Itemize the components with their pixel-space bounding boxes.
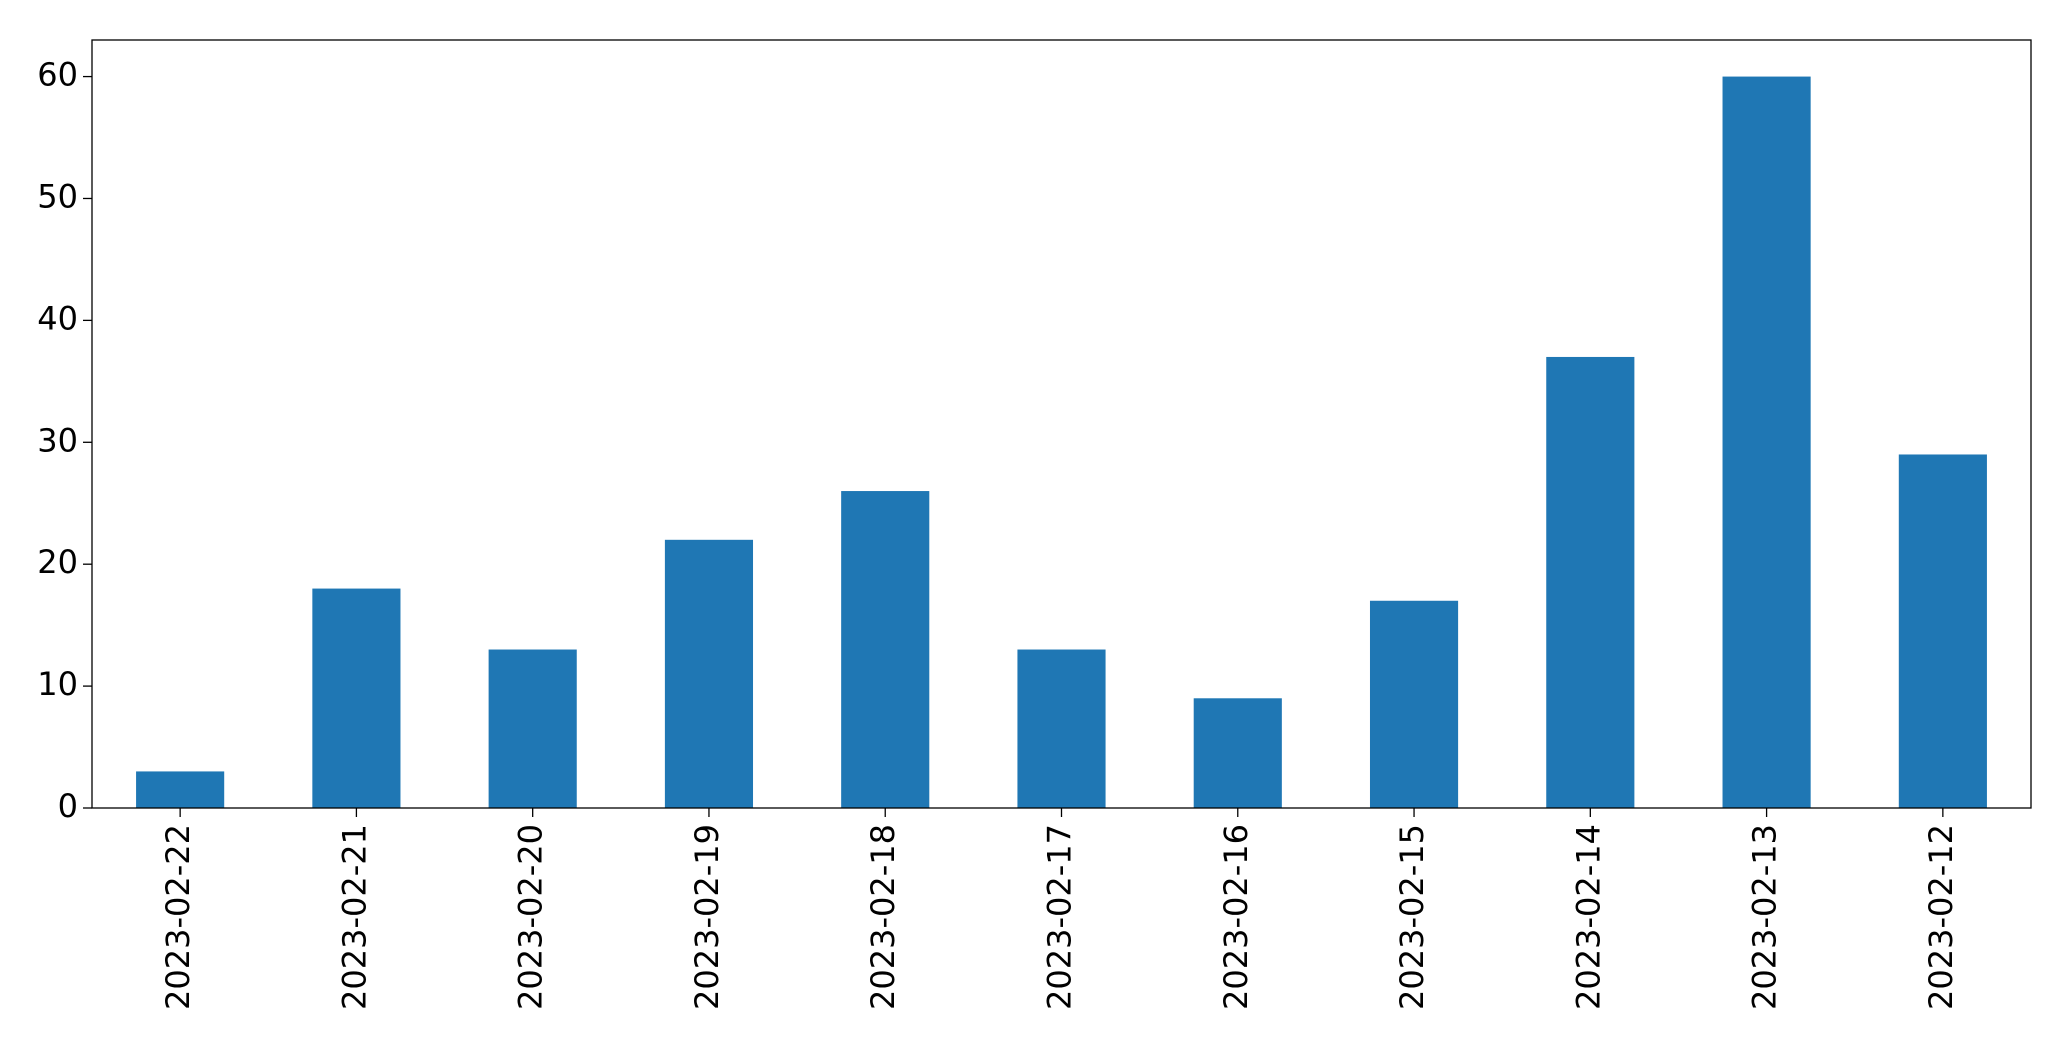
x-tick-label: 2023-02-13: [1746, 824, 1784, 1010]
x-tick-label: 2023-02-21: [335, 824, 373, 1010]
y-tick-label: 40: [37, 299, 78, 337]
bar: [1898, 454, 1987, 808]
x-tick-label: 2023-02-17: [1041, 824, 1079, 1010]
x-tick-label: 2023-02-18: [864, 824, 902, 1010]
bar: [1722, 76, 1811, 809]
bar: [488, 649, 577, 808]
x-tick-label: 2023-02-16: [1217, 824, 1255, 1010]
bar: [1369, 600, 1459, 808]
y-tick-label: 30: [37, 421, 78, 459]
x-tick-label: 2023-02-20: [512, 824, 550, 1010]
x-tick-label: 2023-02-15: [1393, 824, 1431, 1010]
y-tick-label: 10: [37, 665, 78, 703]
plot-frame: [91, 39, 2032, 809]
y-tick-label: 60: [37, 56, 78, 94]
y-tick-label: 50: [37, 177, 78, 215]
bar: [1546, 356, 1635, 808]
bar: [312, 588, 401, 808]
x-tick-label: 2023-02-14: [1569, 824, 1607, 1010]
bar: [841, 491, 930, 808]
bar: [664, 539, 754, 808]
x-tick-label: 2023-02-22: [159, 824, 197, 1010]
y-tick-label: 0: [58, 787, 78, 825]
x-tick-label: 2023-02-19: [688, 824, 726, 1010]
y-tick-label: 20: [37, 543, 78, 581]
x-tick-label: 2023-02-12: [1922, 824, 1960, 1010]
bar: [1193, 698, 1282, 808]
bar: [1017, 649, 1106, 808]
bar: [136, 771, 225, 808]
